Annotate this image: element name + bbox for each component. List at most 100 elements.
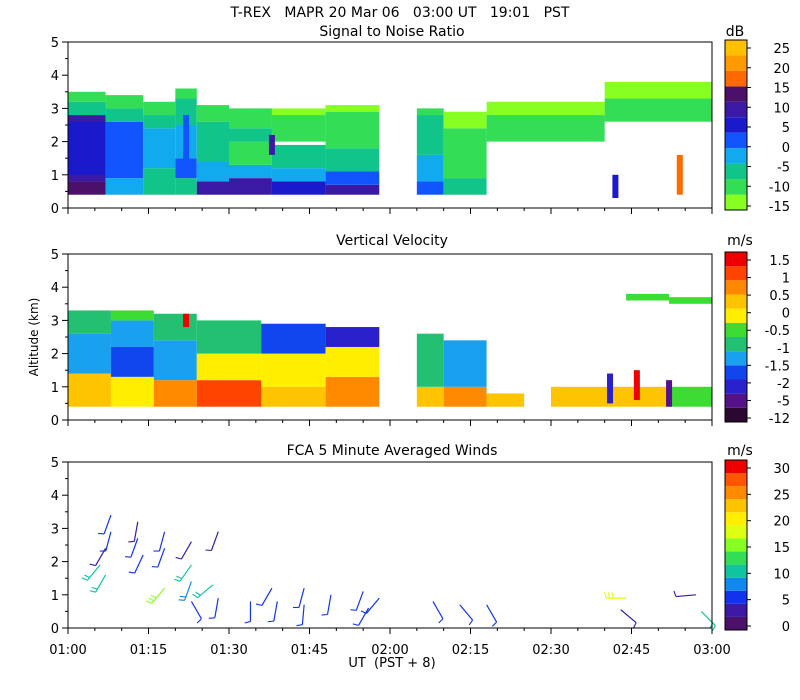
wind-barb bbox=[620, 609, 637, 629]
wind-barb bbox=[89, 574, 107, 593]
vv-cell bbox=[68, 310, 111, 334]
colorbar-tick-label: 25 bbox=[773, 42, 790, 57]
snr-cell bbox=[105, 95, 144, 109]
colorbar-tick-label: 25 bbox=[773, 488, 790, 503]
vv-colorbar-swatch bbox=[725, 407, 747, 422]
snr-cell bbox=[196, 121, 229, 162]
snr-cell bbox=[175, 88, 197, 99]
vv-colorbar-swatch bbox=[725, 379, 747, 394]
wind-barb bbox=[350, 591, 364, 611]
vv-cell bbox=[196, 380, 262, 407]
vv-cell bbox=[196, 353, 262, 381]
vv-streak bbox=[633, 370, 640, 401]
snr-cell bbox=[143, 115, 176, 129]
wind-barb bbox=[190, 601, 202, 624]
snr-colorbar: 25 20 15 10 5 0 -5 -10 -15 bbox=[724, 39, 790, 215]
colorbar-tick-label: 30 bbox=[773, 462, 790, 477]
vv-streak bbox=[607, 373, 614, 404]
wind-barb bbox=[98, 514, 112, 535]
wind-colorbar: 30 25 20 15 10 5 0 bbox=[724, 459, 790, 635]
wind-colorbar-frame bbox=[724, 459, 748, 631]
colorbar-tick-label: 1 bbox=[782, 272, 790, 287]
vv-cell bbox=[325, 327, 380, 347]
vv-cell bbox=[68, 333, 111, 374]
colorbar-tick-label: 15 bbox=[773, 541, 790, 556]
snr-cell bbox=[604, 98, 712, 122]
figure-title: T-REX MAPR 20 Mar 06 03:00 UT 19:01 PST bbox=[230, 5, 570, 21]
colorbar-tick-label: -5 bbox=[777, 394, 790, 409]
wind-colorbar-swatch bbox=[725, 486, 747, 500]
snr-cell bbox=[443, 178, 487, 195]
vv-colorbar-frame bbox=[724, 251, 748, 423]
snr-cell bbox=[105, 178, 144, 195]
snr-colorbar-swatch bbox=[725, 40, 747, 56]
vv-cell bbox=[261, 353, 326, 387]
x-tick-label: 02:30 bbox=[532, 643, 569, 658]
snr-colorbar-swatch bbox=[725, 132, 747, 149]
snr-cell bbox=[416, 154, 444, 182]
vv-cell bbox=[110, 376, 154, 407]
snr-cell bbox=[325, 148, 380, 172]
wind-colorbar-swatch bbox=[725, 460, 747, 474]
wind-barb bbox=[604, 592, 627, 599]
colorbar-tick-label: -15 bbox=[769, 200, 790, 215]
wind-frame bbox=[67, 461, 713, 629]
x-tick-label: 01:30 bbox=[210, 643, 247, 658]
wind-colorbar-swatch bbox=[725, 538, 747, 552]
wind-barb bbox=[432, 601, 444, 624]
wind-colorbar-swatch bbox=[725, 577, 747, 591]
snr-colorbar-frame bbox=[724, 39, 748, 211]
colorbar-tick-label: 10 bbox=[773, 567, 790, 582]
snr-colorbar-swatch bbox=[725, 163, 747, 180]
wind-colorbar-swatch bbox=[725, 603, 747, 617]
colorbar-tick-label: 1.5 bbox=[769, 254, 790, 269]
x-tick-label: 02:15 bbox=[452, 643, 489, 658]
snr-cell bbox=[196, 161, 229, 182]
y-tick-label: 1 bbox=[51, 381, 59, 396]
y-tick-label: 4 bbox=[51, 489, 59, 504]
vv-cell bbox=[153, 313, 197, 341]
wind-barb bbox=[244, 601, 252, 624]
wind-plot bbox=[81, 514, 716, 632]
vv-cell bbox=[416, 386, 444, 407]
snr-cell bbox=[229, 141, 272, 165]
vv-cell bbox=[443, 386, 487, 407]
colorbar-tick-label: -0.5 bbox=[765, 324, 790, 339]
snr-colorbar-swatch bbox=[725, 148, 747, 164]
colorbar-tick-label: 0 bbox=[782, 620, 790, 635]
snr-cell bbox=[416, 108, 444, 116]
snr-cell bbox=[325, 171, 380, 185]
snr-cell bbox=[68, 181, 106, 195]
wind-barb bbox=[267, 601, 278, 623]
wind-barb bbox=[81, 564, 101, 581]
vv-cell bbox=[669, 386, 712, 407]
snr-cell bbox=[229, 164, 272, 179]
x-tick-label: 01:15 bbox=[130, 643, 167, 658]
snr-colorbar-swatch bbox=[725, 70, 747, 87]
vv-cell bbox=[110, 320, 154, 347]
vv-streak bbox=[666, 380, 673, 407]
snr-colorbar-swatch bbox=[725, 55, 747, 71]
snr-streak bbox=[676, 154, 683, 195]
vv-colorbar-swatch bbox=[725, 351, 747, 366]
wind-barb bbox=[153, 531, 166, 552]
snr-cell bbox=[68, 101, 106, 116]
snr-cell bbox=[443, 111, 487, 129]
wind-barb bbox=[205, 531, 219, 552]
vv-colorbar-swatch bbox=[725, 294, 747, 309]
vv-cell bbox=[416, 333, 444, 387]
snr-cell bbox=[443, 128, 487, 179]
wind-barb bbox=[178, 581, 192, 601]
snr-cell bbox=[271, 115, 326, 142]
colorbar-tick-label: 20 bbox=[773, 62, 790, 77]
wind-colorbar-unit: m/s bbox=[727, 443, 753, 459]
colorbar-tick-label: 10 bbox=[773, 101, 790, 116]
snr-cell bbox=[271, 108, 326, 116]
snr-title: Signal to Noise Ratio bbox=[319, 24, 464, 40]
snr-cell bbox=[175, 158, 197, 179]
colorbar-tick-label: 5 bbox=[782, 121, 790, 136]
wind-colorbar-swatch bbox=[725, 499, 747, 513]
y-tick-label: 5 bbox=[51, 456, 59, 471]
snr-colorbar-swatch bbox=[725, 86, 747, 102]
y-tick-label: 4 bbox=[51, 281, 59, 296]
